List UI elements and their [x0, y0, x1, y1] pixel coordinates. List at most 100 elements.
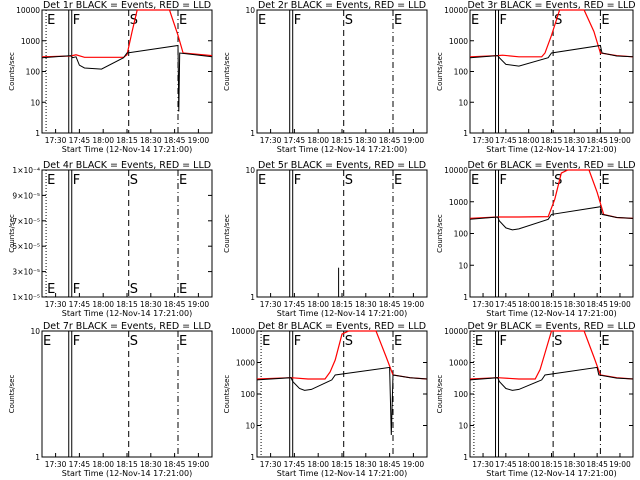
x-tick-label: 17:30 — [45, 460, 67, 469]
panel-4: Det 4r BLACK = Events, RED = LLD 1×10⁻⁵ 3×… — [8, 160, 213, 318]
y-axis-label: Counts/sec — [436, 214, 444, 253]
x-axis-label: Start Time (12-Nov-14 17:21:00) — [486, 145, 616, 154]
marker-label: E — [394, 334, 402, 349]
y-tick-label: 3×10⁻⁵ — [12, 268, 40, 277]
x-tick-label: 17:45 — [284, 136, 306, 145]
x-axis-label: Start Time (12-Nov-14 17:21:00) — [277, 309, 407, 318]
marker-label: E — [601, 13, 609, 28]
marker-label-bottom: F — [73, 282, 80, 297]
panel-title: Det 4r BLACK = Events, RED = LLD — [43, 160, 211, 171]
marker-label: E — [262, 334, 270, 349]
x-tick-label: 18:45 — [586, 460, 608, 469]
x-tick-label: 19:00 — [609, 300, 631, 309]
y-tick-label: 7×10⁻⁵ — [12, 217, 40, 226]
x-tick-label: 18:45 — [379, 300, 401, 309]
y-tick-label: 10 — [245, 166, 255, 175]
panel-5: Det 5r BLACK = Events, RED = LLD 1 10 Count… — [223, 160, 428, 318]
panel-6: Det 6r BLACK = Events, RED = LLD 1 10 100 10… — [436, 160, 636, 318]
marker-label: F — [500, 334, 507, 349]
marker-label: E — [601, 173, 609, 188]
y-axis-label: Counts/sec — [223, 52, 231, 91]
x-tick-label: 18:30 — [355, 136, 377, 145]
y-tick-label: 10000 — [231, 327, 255, 336]
y-tick-label: 1000 — [21, 37, 40, 46]
x-tick-label: 18:00 — [92, 460, 114, 469]
x-axis-label: Start Time (12-Nov-14 17:21:00) — [277, 469, 407, 478]
x-tick-label: 17:45 — [495, 300, 517, 309]
y-tick-label: 10 — [245, 6, 255, 15]
marker-label-bottom: E — [47, 282, 55, 297]
x-tick-label: 18:30 — [140, 136, 162, 145]
marker-label: F — [73, 13, 80, 28]
y-axis-label: Counts/sec — [8, 375, 16, 414]
x-tick-label: 18:45 — [586, 136, 608, 145]
marker-label: S — [345, 334, 353, 349]
x-tick-label: 18:30 — [564, 300, 586, 309]
marker-label: F — [73, 173, 80, 188]
x-tick-label: 18:45 — [164, 300, 186, 309]
x-tick-label: 18:30 — [140, 460, 162, 469]
x-tick-label: 18:45 — [379, 460, 401, 469]
x-tick-label: 18:30 — [564, 460, 586, 469]
y-axis-label: Counts/sec — [8, 214, 16, 253]
marker-label: S — [345, 13, 353, 28]
marker-label: F — [500, 173, 507, 188]
panel-3: Det 3r BLACK = Events, RED = LLD 1 10 100 10… — [436, 0, 636, 154]
x-tick-label: 19:00 — [403, 300, 425, 309]
marker-label: E — [258, 13, 266, 28]
marker-label: E — [601, 334, 609, 349]
marker-label: E — [179, 334, 187, 349]
series-line-black-1 — [469, 366, 634, 391]
marker-label: E — [47, 13, 55, 28]
x-tick-label: 18:15 — [331, 136, 353, 145]
marker-label: E — [471, 173, 479, 188]
marker-label: E — [475, 334, 483, 349]
y-axis-label: Counts/sec — [223, 375, 231, 414]
x-tick-label: 18:00 — [307, 300, 329, 309]
marker-label-bottom: E — [179, 282, 187, 297]
y-tick-label: 1 — [463, 293, 468, 302]
y-tick-label: 10 — [458, 261, 468, 270]
x-axis-label: Start Time (12-Nov-14 17:21:00) — [62, 309, 192, 318]
y-tick-label: 10000 — [444, 6, 468, 15]
panel-title: Det 1r BLACK = Events, RED = LLD — [43, 0, 211, 11]
y-tick-label: 5×10⁻⁵ — [12, 242, 40, 251]
marker-label: E — [394, 173, 402, 188]
x-axis-label: Start Time (12-Nov-14 17:21:00) — [486, 469, 616, 478]
x-tick-label: 17:30 — [472, 136, 494, 145]
panel-title: Det 2r BLACK = Events, RED = LLD — [258, 0, 426, 11]
x-tick-label: 17:45 — [284, 300, 306, 309]
marker-label-bottom: S — [130, 282, 138, 297]
marker-label: F — [73, 334, 80, 349]
x-tick-label: 19:00 — [403, 136, 425, 145]
x-tick-label: 18:45 — [379, 136, 401, 145]
x-tick-label: 18:15 — [541, 300, 563, 309]
x-tick-label: 17:45 — [495, 460, 517, 469]
y-axis-label: Counts/sec — [436, 375, 444, 414]
panel-2: Det 2r BLACK = Events, RED = LLD 1 10 Count… — [223, 0, 428, 154]
panel-title: Det 9r BLACK = Events, RED = LLD — [467, 321, 635, 332]
y-tick-label: 1×10⁻⁴ — [12, 166, 40, 175]
x-tick-label: 18:15 — [116, 460, 138, 469]
y-tick-label: 9×10⁻⁵ — [12, 191, 40, 200]
marker-label: F — [500, 13, 507, 28]
marker-label: S — [130, 173, 138, 188]
x-axis-label: Start Time (12-Nov-14 17:21:00) — [62, 145, 192, 154]
x-tick-label: 19:00 — [188, 300, 210, 309]
x-tick-label: 17:30 — [45, 300, 67, 309]
x-tick-label: 18:15 — [116, 300, 138, 309]
y-tick-label: 1 — [250, 453, 255, 462]
y-tick-label: 100 — [454, 68, 469, 77]
x-tick-label: 19:00 — [188, 460, 210, 469]
x-tick-label: 18:30 — [564, 136, 586, 145]
marker-label: E — [179, 13, 187, 28]
x-tick-label: 17:30 — [472, 460, 494, 469]
y-tick-label: 1 — [250, 293, 255, 302]
y-axis-label: Counts/sec — [436, 52, 444, 91]
panel-8: Det 8r BLACK = Events, RED = LLD 1 10 100 10… — [223, 321, 428, 478]
marker-label: F — [294, 173, 301, 188]
y-tick-label: 10000 — [444, 166, 468, 175]
y-axis-label: Counts/sec — [8, 52, 16, 91]
x-tick-label: 17:45 — [69, 136, 91, 145]
